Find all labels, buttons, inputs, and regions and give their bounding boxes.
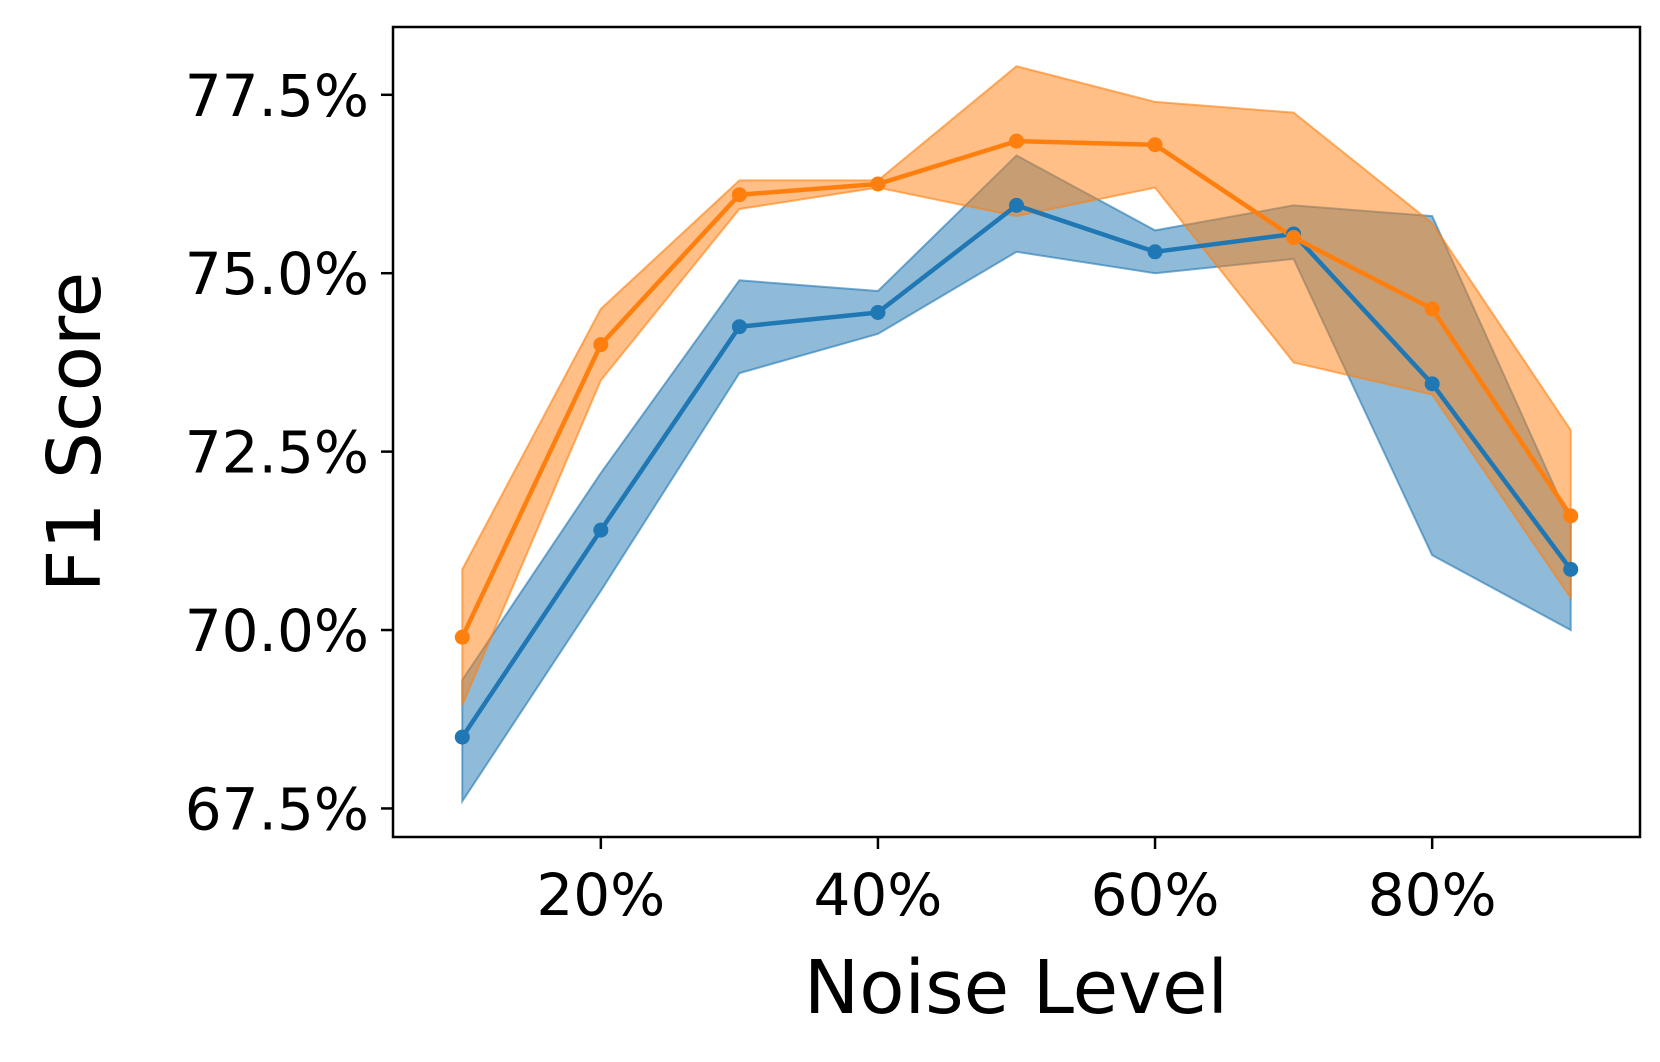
confidence-bands bbox=[461, 65, 1572, 805]
series-1-point bbox=[1424, 376, 1440, 392]
series-2-point bbox=[870, 176, 886, 192]
x-tick-label: 80% bbox=[1368, 861, 1497, 929]
y-axis-ticks: 67.5% 70.0% 72.5% 75.0% 77.5% bbox=[185, 62, 393, 843]
x-tick-label: 60% bbox=[1091, 861, 1220, 929]
y-tick-label: 75.0% bbox=[185, 240, 369, 308]
y-tick-label: 70.0% bbox=[185, 597, 369, 665]
series-points bbox=[454, 133, 1579, 745]
series-2-point bbox=[1563, 508, 1579, 524]
series-2-point bbox=[1424, 301, 1440, 317]
series-2-band bbox=[461, 65, 1572, 706]
series-2-point bbox=[1009, 133, 1024, 149]
series-1-point bbox=[1009, 197, 1024, 213]
y-tick-label: 72.5% bbox=[185, 419, 369, 487]
series-1-point bbox=[454, 729, 470, 745]
x-axis-title: Noise Level bbox=[804, 945, 1228, 1031]
y-axis-title: F1 Score bbox=[32, 272, 118, 592]
x-axis-ticks: 20% 40% 60% 80% bbox=[536, 837, 1497, 929]
series-1-band bbox=[461, 154, 1572, 805]
x-tick-label: 40% bbox=[813, 861, 942, 929]
series-1-point bbox=[870, 304, 886, 320]
series-2-point bbox=[454, 629, 470, 645]
series-2-point bbox=[1147, 137, 1163, 153]
series-2-point bbox=[731, 187, 747, 203]
x-tick-label: 20% bbox=[536, 861, 665, 929]
series-2-point bbox=[1286, 230, 1302, 246]
series-1-point bbox=[1147, 244, 1163, 260]
plot-frame bbox=[391, 25, 1642, 839]
series-1-point bbox=[593, 522, 609, 538]
y-tick-label: 77.5% bbox=[185, 62, 369, 130]
series-2-point bbox=[593, 337, 609, 353]
series-1-point bbox=[1563, 561, 1579, 577]
series-1-point bbox=[731, 319, 747, 335]
y-tick-label: 67.5% bbox=[185, 775, 369, 843]
